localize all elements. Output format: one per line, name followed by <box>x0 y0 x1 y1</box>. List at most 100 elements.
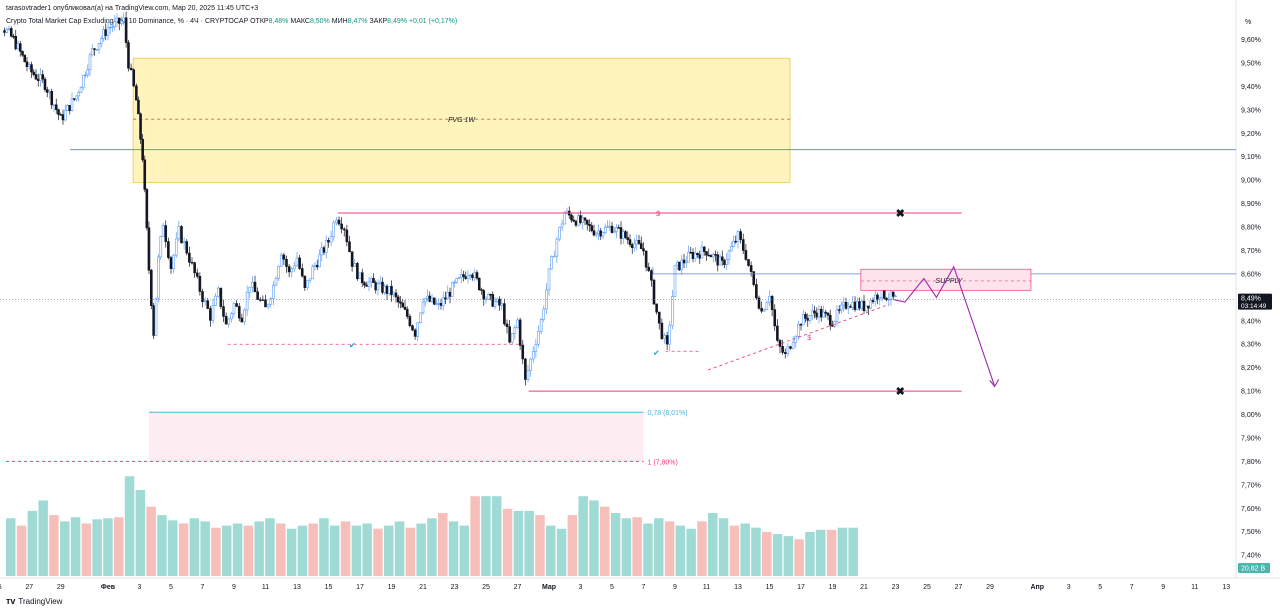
x-tick-label: 27 <box>955 584 963 591</box>
y-tick-label: 7,40% <box>1241 553 1261 560</box>
volume-bar <box>621 518 632 576</box>
trendline-liquidity-mark: $ <box>807 335 811 342</box>
volume-bar <box>6 518 16 576</box>
candle-body <box>104 29 108 36</box>
candle-body <box>687 251 690 263</box>
candle-body <box>264 299 267 308</box>
candle-body <box>466 275 470 279</box>
candle-body <box>432 297 436 305</box>
x-tick-label: Мар <box>542 584 556 591</box>
volume-bar <box>686 528 696 576</box>
candle-body <box>18 43 22 52</box>
candle-body <box>808 315 812 321</box>
candle-body <box>826 312 830 316</box>
candle-body <box>550 256 553 270</box>
candle-body <box>891 291 895 297</box>
candle-body <box>621 231 625 239</box>
candle-body <box>237 306 241 319</box>
candle-body <box>749 265 753 272</box>
candle-body <box>581 217 585 223</box>
candle-body <box>813 310 816 314</box>
candle-body <box>508 326 511 343</box>
volume-bar <box>589 500 599 576</box>
candle-body <box>489 293 492 296</box>
candle-body <box>127 42 130 69</box>
x-tick-label: 13 <box>293 584 301 591</box>
x-tick-label: 29 <box>986 584 994 591</box>
candle-body <box>446 291 450 300</box>
candle-body <box>537 330 540 345</box>
candle-body <box>164 225 168 242</box>
candle-body <box>117 17 121 24</box>
candle-body <box>791 342 795 349</box>
candle-body <box>810 310 814 316</box>
candle-body <box>744 250 748 260</box>
x-tick-label: 13 <box>1222 584 1230 591</box>
candle-body <box>419 312 422 323</box>
volume-bar <box>459 525 470 576</box>
candle-body <box>303 275 307 288</box>
candle-body <box>757 297 761 309</box>
candle-body <box>423 298 427 303</box>
candle-body <box>399 301 402 304</box>
candle-body <box>876 294 879 300</box>
x-tick-label: 11 <box>262 584 269 591</box>
candle-body <box>383 285 387 293</box>
candle-body <box>115 17 119 22</box>
candle-body <box>657 311 661 324</box>
volume-bar <box>319 518 329 576</box>
candle-body <box>180 226 183 244</box>
candle-body <box>353 263 357 267</box>
candle-body <box>211 305 215 321</box>
volume-bar <box>373 528 383 576</box>
candle-body <box>846 306 850 309</box>
candle-body <box>392 292 396 296</box>
candle-body <box>77 92 81 97</box>
candle-body <box>203 300 207 303</box>
candle-body <box>729 246 733 252</box>
fib-1-label: 1 (7,80%) <box>648 459 678 466</box>
candle-body <box>707 254 711 257</box>
volume-bar <box>70 517 81 576</box>
fib-zone <box>148 412 644 462</box>
candle-body <box>248 286 252 293</box>
candle-body <box>574 220 578 226</box>
candle-body <box>243 309 246 323</box>
volume-bar <box>448 521 459 576</box>
candle-body <box>668 324 672 345</box>
volume-bar <box>643 523 653 576</box>
volume-bar <box>675 525 686 576</box>
x-tick-label: 9 <box>673 584 677 591</box>
candle-body <box>16 43 20 50</box>
price-axis[interactable]: % 9,60% 9,50% 9,40% 9,30% 9,20% 9,10% 9,00% 8,90… <box>1238 19 1272 573</box>
candle-body <box>853 301 857 310</box>
volume-layer <box>6 476 858 576</box>
candle-body <box>696 252 699 256</box>
volume-bar <box>805 531 815 576</box>
candle-body <box>169 257 173 269</box>
candle-body <box>534 343 538 352</box>
tv-logo-icon: ᴛᴠ <box>6 596 16 606</box>
candle-body <box>844 302 848 309</box>
volume-bar <box>416 523 426 576</box>
candle-body <box>869 300 873 309</box>
volume-bar <box>837 527 848 576</box>
candle-body <box>150 269 153 307</box>
candle-body <box>491 294 495 307</box>
time-axis[interactable]: 25 27 29 Фев 3 5 7 9 11 13 15 17 19 21 23 25 27 Мар 3 5 7 9 11… <box>0 584 1230 591</box>
candle-body <box>673 264 677 297</box>
candle-body <box>579 215 582 223</box>
candle-body <box>842 302 846 306</box>
candle-body <box>655 303 658 313</box>
candles-layer <box>3 11 897 386</box>
candle-body <box>585 219 589 225</box>
candle-body <box>603 226 607 233</box>
candle-body <box>878 297 882 300</box>
y-tick-label: 7,60% <box>1241 506 1261 513</box>
volume-bar <box>567 515 578 576</box>
candle-body <box>599 230 603 237</box>
candle-body <box>650 270 653 281</box>
candle-body <box>75 95 78 100</box>
candle-body <box>34 74 38 80</box>
